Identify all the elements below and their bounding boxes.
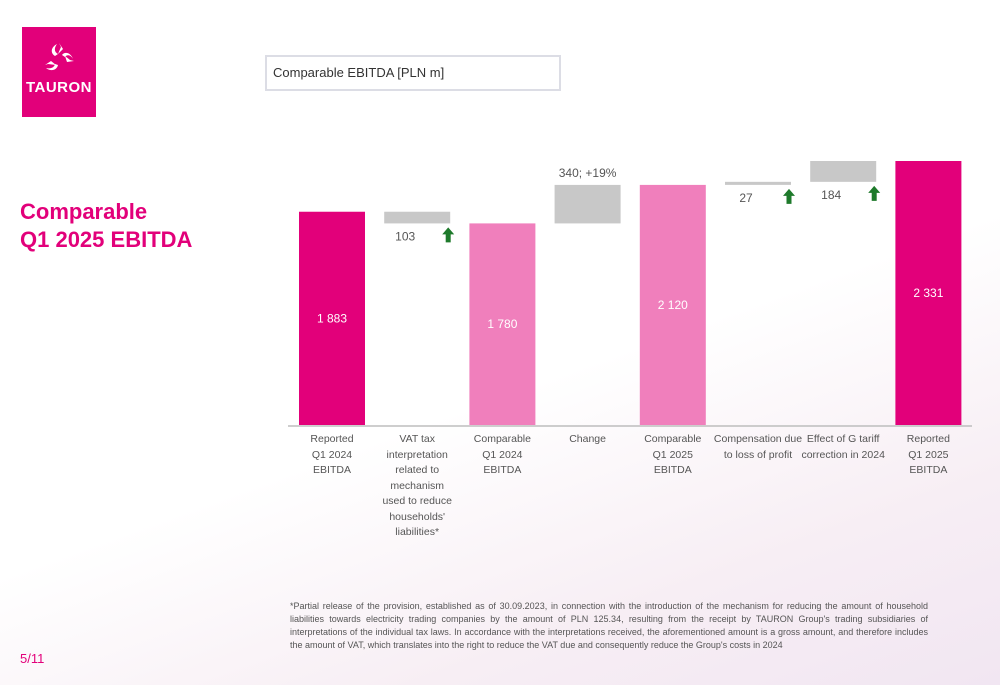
chart-title: Comparable EBITDA [PLN m] [265,55,561,91]
up-arrow-icon [868,185,881,201]
data-label-2: 103 [395,229,415,243]
data-label-7: 184 [821,188,841,202]
category-label-8: Reported Q1 2025 EBITDA [906,433,950,476]
category-label-7: Effect of G tariff correction in 2024 [801,433,885,461]
page-number: 5/11 [20,651,45,666]
heading-line-1: Comparable [20,199,148,224]
bar-6 [725,181,791,185]
up-arrow-icon [783,188,795,204]
bar-3 [469,223,536,425]
data-label-8: 2 331 [913,286,943,300]
category-label-2: VAT tax interpretation related to mechanis… [382,433,452,538]
heading-line-2: Q1 2025 EBITDA [20,227,193,252]
up-arrow-icon [442,227,455,243]
bar-7 [810,161,877,182]
data-label-3: 1 780 [487,317,517,331]
tauron-symbol-icon [45,43,74,71]
category-label-5: Comparable Q1 2025 EBITDA [644,433,702,476]
footnote: *Partial release of the provision, estab… [290,601,928,650]
category-label-6: Compensation due to loss of profit [713,433,803,461]
data-label-4: 340; +19% [559,166,617,180]
bar-1 [299,211,365,425]
data-label-6: 27 [739,191,753,205]
category-label-1: Reported Q1 2024 EBITDA [310,433,354,476]
bar-5 [639,184,706,425]
bar-4 [554,184,621,224]
logo-wordmark: TAURON [25,79,93,96]
bar-2 [384,211,451,224]
data-label-5: 2 120 [658,298,688,312]
tauron-logo: TAURON [22,27,96,117]
page-heading: Comparable Q1 2025 EBITDA [20,198,240,254]
category-label-4: Change [569,433,606,445]
bar-8 [895,161,962,425]
category-label-3: Comparable Q1 2024 EBITDA [473,433,531,476]
data-label-1: 1 883 [317,311,347,325]
